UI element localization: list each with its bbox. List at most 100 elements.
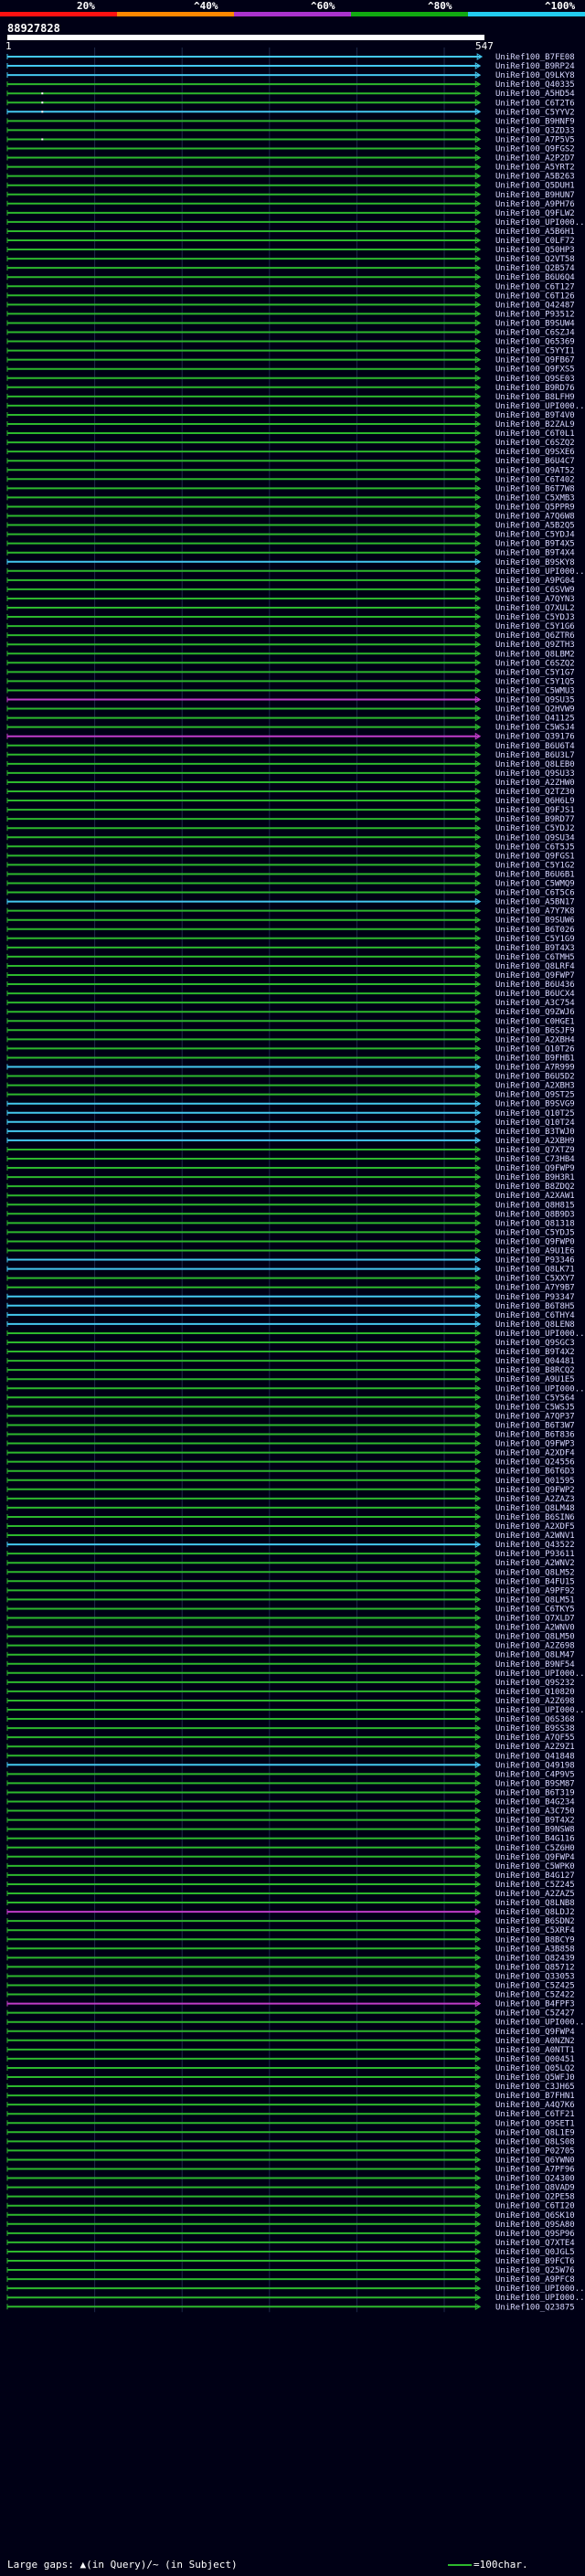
hit-label[interactable]: UniRef100_B6SIN6 [495, 1513, 575, 1522]
hit-row[interactable]: UniRef100_C6T0L1 [6, 429, 575, 439]
hit-label[interactable]: UniRef100_A2Z698 [495, 1697, 575, 1706]
hit-label[interactable]: UniRef100_UPI000... [495, 1670, 585, 1679]
hit-row[interactable]: UniRef100_C6TI20 [6, 2202, 575, 2211]
hit-label[interactable]: UniRef100_A2XBH3 [495, 1082, 575, 1091]
hit-label[interactable]: UniRef100_B6T8H5 [495, 1302, 575, 1311]
hit-label[interactable]: UniRef100_B6U3L7 [495, 751, 575, 760]
hit-label[interactable]: UniRef100_Q9FJS1 [495, 806, 575, 815]
hit-label[interactable]: UniRef100_B9SUW4 [495, 319, 575, 328]
hit-label[interactable]: UniRef100_C5Y1G2 [495, 861, 575, 870]
hit-label[interactable]: UniRef100_Q24556 [495, 1458, 575, 1468]
hit-label[interactable]: UniRef100_A7QYN3 [495, 595, 575, 604]
hit-label[interactable]: UniRef100_Q9FWP9 [495, 1164, 575, 1173]
hit-label[interactable]: UniRef100_C5Y1G7 [495, 668, 575, 677]
hit-label[interactable]: UniRef100_C5XXY7 [495, 1275, 575, 1284]
hit-row[interactable]: UniRef100_Q2HVW9 [6, 705, 575, 715]
hit-row[interactable]: UniRef100_Q9SU35 [6, 696, 575, 705]
hit-label[interactable]: UniRef100_C5YYI1 [495, 347, 575, 356]
hit-label[interactable]: UniRef100_Q9S232 [495, 1679, 575, 1688]
hit-label[interactable]: UniRef100_A2XDF5 [495, 1522, 575, 1532]
hit-row[interactable]: UniRef100_UPI000... [6, 218, 585, 228]
hit-row[interactable]: UniRef100_A4Q7K6 [6, 2101, 575, 2110]
hit-row[interactable]: UniRef100_A7QYN3 [6, 595, 575, 604]
hit-row[interactable]: UniRef100_A5B2Q5 [6, 522, 575, 531]
hit-row[interactable]: UniRef100_Q24300 [6, 2175, 575, 2184]
hit-row[interactable]: UniRef100_Q0JGL5 [6, 2248, 575, 2257]
hit-label[interactable]: UniRef100_B9T4X2 [495, 1817, 575, 1826]
hit-row[interactable]: UniRef100_Q9FWP0 [6, 1237, 575, 1246]
hit-row[interactable]: UniRef100_Q50HP3 [6, 246, 575, 255]
hit-label[interactable]: UniRef100_UPI000... [495, 1706, 585, 1715]
hit-label[interactable]: UniRef100_A5YRT2 [495, 164, 575, 173]
hit-row[interactable]: UniRef100_B9RD77 [6, 815, 575, 824]
hit-label[interactable]: UniRef100_Q8L1E9 [495, 2128, 575, 2137]
hit-label[interactable]: UniRef100_B9RP24 [495, 62, 575, 71]
hit-row[interactable]: UniRef100_Q6ZTR6 [6, 631, 575, 641]
hit-row[interactable]: UniRef100_A2Z9Z1 [6, 1743, 575, 1752]
hit-row[interactable]: UniRef100_Q82439 [6, 1954, 575, 1963]
hit-label[interactable]: UniRef100_Q8LRF4 [495, 962, 575, 971]
hit-label[interactable]: UniRef100_C6T5J5 [495, 843, 575, 852]
hit-label[interactable]: UniRef100_Q8LM47 [495, 1651, 575, 1660]
hit-label[interactable]: UniRef100_C6T2T6 [495, 99, 575, 108]
hit-label[interactable]: UniRef100_B9HUN7 [495, 191, 575, 200]
hit-row[interactable]: UniRef100_B9SVG9 [6, 1100, 575, 1109]
hit-label[interactable]: UniRef100_Q85712 [495, 1963, 575, 1972]
hit-row[interactable]: UniRef100_B6U6B1 [6, 870, 575, 879]
hit-row[interactable]: UniRef100_Q8LEB0 [6, 760, 575, 769]
hit-row[interactable]: UniRef100_C5YDJ3 [6, 613, 575, 622]
hit-label[interactable]: UniRef100_Q04481 [495, 1357, 575, 1366]
hit-row[interactable]: UniRef100_A2Z698 [6, 1697, 575, 1706]
hit-label[interactable]: UniRef100_P93512 [495, 310, 575, 319]
hit-row[interactable]: UniRef100_B9SUW6 [6, 917, 575, 926]
hit-row[interactable]: UniRef100_Q5DUH1 [6, 182, 575, 191]
hit-label[interactable]: UniRef100_Q6YWN0 [495, 2156, 575, 2165]
hit-row[interactable]: UniRef100_Q9AT52 [6, 466, 575, 475]
hit-label[interactable]: UniRef100_Q8LM50 [495, 1633, 575, 1642]
hit-row[interactable]: UniRef100_P93346 [6, 1256, 575, 1266]
hit-label[interactable]: UniRef100_B9SS38 [495, 1724, 575, 1733]
hit-row[interactable]: UniRef100_B4FU15 [6, 1577, 575, 1586]
hit-row[interactable]: UniRef100_B9RP24 [6, 62, 575, 71]
hit-label[interactable]: UniRef100_Q24300 [495, 2175, 575, 2184]
hit-row[interactable]: UniRef100_Q2TZ30 [6, 788, 575, 797]
hit-row[interactable]: UniRef100_A9U1E5 [6, 1375, 575, 1384]
hit-row[interactable]: UniRef100_B8BCY9 [6, 1935, 575, 1945]
hit-row[interactable]: UniRef100_B6U3L7 [6, 751, 575, 760]
hit-label[interactable]: UniRef100_B6U436 [495, 981, 575, 990]
hit-label[interactable]: UniRef100_A2XBH4 [495, 1035, 575, 1044]
hit-row[interactable]: UniRef100_Q9FXS5 [6, 366, 575, 375]
hit-label[interactable]: UniRef100_C6TI20 [495, 2202, 575, 2211]
hit-row[interactable]: UniRef100_Q41125 [6, 715, 575, 724]
hit-row[interactable]: UniRef100_P02705 [6, 2147, 575, 2156]
hit-label[interactable]: UniRef100_Q9FGS2 [495, 145, 575, 154]
hit-row[interactable]: UniRef100_B7FE08 [6, 53, 575, 62]
hit-row[interactable]: UniRef100_Q8LM50 [6, 1633, 575, 1642]
hit-label[interactable]: UniRef100_P93346 [495, 1256, 575, 1266]
hit-label[interactable]: UniRef100_B9T4X2 [495, 1348, 575, 1357]
hit-row[interactable]: UniRef100_C6T2T6 [6, 99, 575, 108]
hit-row[interactable]: UniRef100_A5B263 [6, 173, 575, 182]
hit-row[interactable]: UniRef100_A2ZAZ5 [6, 1890, 575, 1899]
hit-label[interactable]: UniRef100_B9T4X3 [495, 944, 575, 953]
hit-row[interactable]: UniRef100_C5Y564 [6, 1394, 575, 1403]
hit-label[interactable]: UniRef100_A3C754 [495, 999, 575, 1008]
hit-label[interactable]: UniRef100_B8BCY9 [495, 1935, 575, 1945]
hit-row[interactable]: UniRef100_A2XBH3 [6, 1082, 575, 1091]
hit-label[interactable]: UniRef100_Q49198 [495, 1761, 575, 1770]
hit-label[interactable]: UniRef100_Q2B574 [495, 264, 575, 273]
hit-row[interactable]: UniRef100_Q9S232 [6, 1679, 575, 1688]
hit-row[interactable]: UniRef100_Q6YWN0 [6, 2156, 575, 2165]
hit-row[interactable]: UniRef100_Q25W76 [6, 2266, 575, 2275]
hit-row[interactable]: UniRef100_Q9FGS1 [6, 852, 575, 861]
hit-label[interactable]: UniRef100_B9HNF9 [495, 117, 575, 126]
hit-label[interactable]: UniRef100_Q9FB67 [495, 356, 575, 366]
hit-label[interactable]: UniRef100_B6T319 [495, 1788, 575, 1797]
hit-row[interactable]: UniRef100_B9RD76 [6, 384, 575, 393]
hit-row[interactable]: UniRef100_C5WSJ4 [6, 724, 575, 733]
hit-row[interactable]: UniRef100_Q6H6L9 [6, 797, 575, 806]
hit-label[interactable]: UniRef100_A7Y7K8 [495, 907, 575, 917]
hit-row[interactable]: UniRef100_A2WNV0 [6, 1624, 575, 1633]
hit-label[interactable]: UniRef100_Q9SXE6 [495, 448, 575, 457]
hit-label[interactable]: UniRef100_Q01595 [495, 1477, 575, 1486]
